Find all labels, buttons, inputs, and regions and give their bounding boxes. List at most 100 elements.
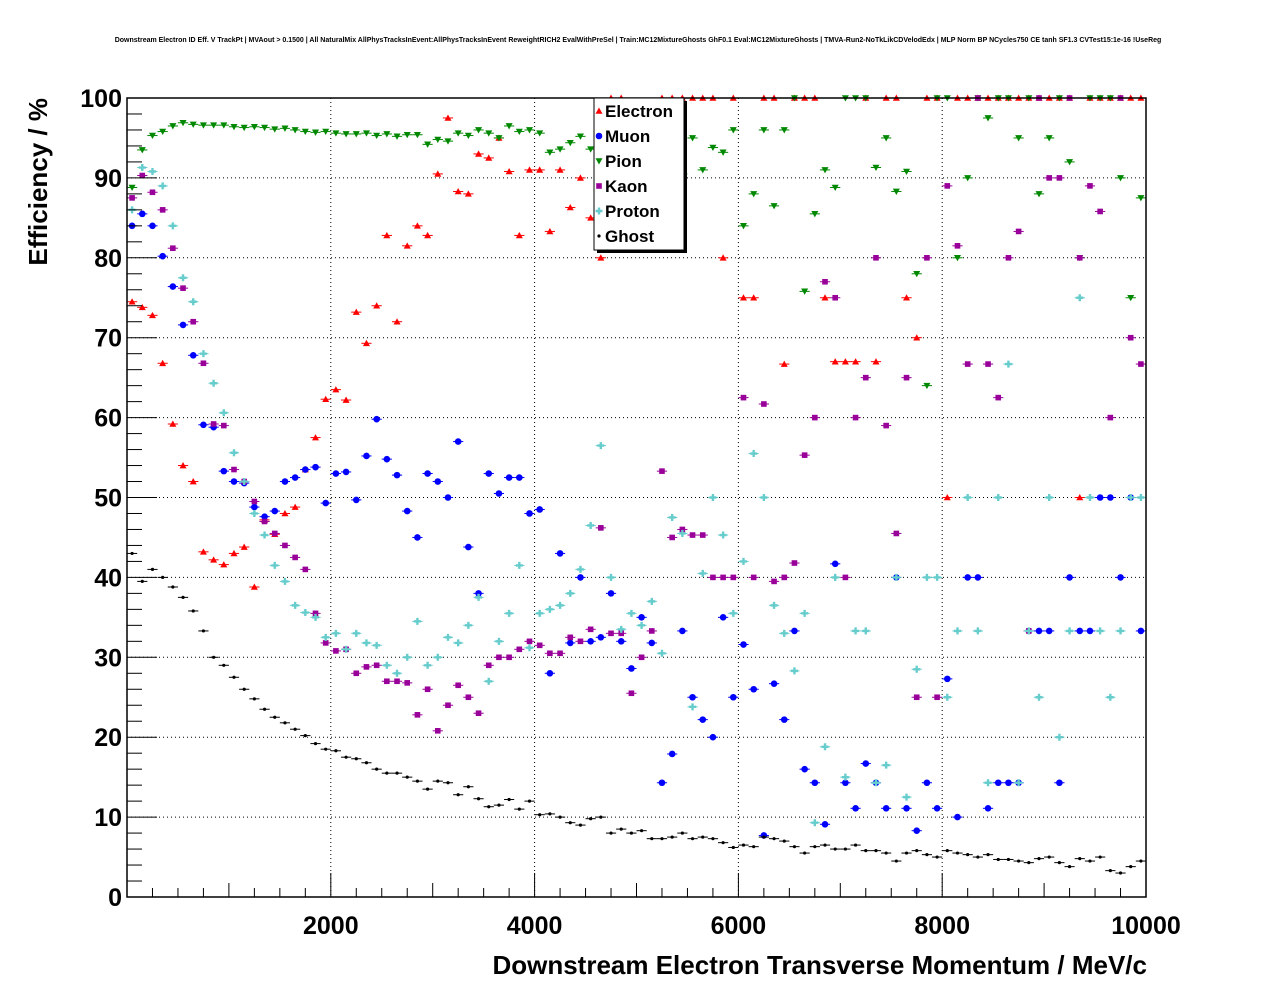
data-point	[240, 543, 248, 550]
data-point	[1015, 228, 1022, 235]
data-point	[587, 626, 594, 633]
data-point	[148, 168, 156, 176]
data-point	[189, 478, 197, 485]
data-point	[129, 195, 135, 201]
data-point	[403, 653, 411, 661]
data-point	[426, 787, 430, 791]
data-point	[953, 255, 961, 262]
data-point	[506, 654, 512, 661]
legend-label-proton: Proton	[605, 202, 660, 221]
data-point	[413, 617, 421, 625]
data-point	[648, 628, 655, 634]
data-point	[149, 189, 156, 196]
data-point	[995, 394, 1002, 401]
data-point	[770, 680, 778, 687]
y-tick-label: 40	[94, 564, 122, 592]
data-point	[230, 449, 238, 457]
data-point	[130, 551, 134, 556]
y-tick-label: 60	[94, 405, 122, 433]
data-point	[413, 131, 421, 139]
y-axis-label: Efficiency / %	[23, 98, 53, 266]
data-point	[261, 531, 269, 539]
data-point	[791, 627, 798, 635]
data-point	[507, 797, 511, 802]
data-point	[913, 334, 921, 341]
data-point	[1078, 857, 1082, 861]
data-point	[761, 401, 767, 407]
data-point	[454, 130, 462, 137]
data-point	[935, 855, 939, 859]
data-point	[526, 166, 534, 173]
data-point	[393, 133, 401, 140]
data-point	[393, 669, 401, 677]
data-point	[393, 471, 401, 479]
data-point	[394, 678, 400, 685]
data-point	[719, 254, 727, 261]
data-point	[1118, 871, 1123, 875]
data-point	[517, 807, 521, 811]
data-point	[312, 129, 320, 136]
data-point	[668, 750, 676, 758]
data-point	[1087, 183, 1093, 189]
data-point	[159, 207, 166, 213]
data-point	[994, 779, 1002, 787]
data-point	[302, 566, 309, 573]
y-tick-label: 10	[94, 804, 122, 832]
data-point	[1045, 135, 1053, 142]
data-point	[476, 797, 481, 801]
data-point	[415, 779, 420, 783]
legend-shadow-bottom	[597, 250, 687, 253]
data-point	[750, 574, 757, 581]
data-point	[1005, 255, 1012, 261]
data-point	[516, 474, 523, 481]
data-point	[934, 694, 940, 701]
data-point	[138, 164, 146, 172]
data-point	[200, 360, 207, 367]
data-point	[943, 693, 951, 701]
data-point	[526, 638, 533, 645]
data-point	[191, 609, 195, 613]
x-tick-label: 10000	[1111, 912, 1181, 940]
data-point	[487, 805, 491, 809]
data-point	[648, 597, 656, 605]
data-point	[352, 131, 360, 138]
data-point	[740, 641, 747, 648]
data-point	[650, 837, 654, 841]
data-point	[719, 531, 727, 539]
data-point	[1066, 627, 1074, 635]
data-point	[424, 141, 432, 148]
data-point	[976, 855, 980, 859]
data-point	[485, 130, 493, 137]
data-point	[842, 574, 849, 581]
data-point	[1004, 360, 1012, 368]
data-point	[322, 640, 329, 646]
data-point	[434, 478, 442, 485]
data-point	[281, 509, 289, 517]
data-point	[240, 478, 248, 486]
data-point	[342, 645, 350, 653]
data-point	[1035, 191, 1043, 198]
data-point	[607, 573, 615, 581]
data-point	[526, 644, 534, 652]
data-point	[739, 557, 747, 565]
data-point	[750, 685, 757, 693]
data-point	[923, 573, 931, 581]
data-point	[709, 144, 717, 152]
data-point	[1017, 859, 1021, 863]
data-point	[454, 639, 462, 647]
data-point	[464, 132, 472, 140]
data-point	[619, 827, 623, 831]
data-point	[363, 664, 370, 670]
data-point	[251, 503, 258, 511]
data-point	[903, 294, 911, 301]
data-point	[760, 494, 768, 501]
data-point	[984, 805, 992, 812]
data-point	[546, 669, 554, 677]
data-point	[801, 452, 808, 458]
data-point	[884, 851, 888, 855]
data-point	[293, 727, 297, 731]
data-point	[813, 845, 817, 849]
data-point	[222, 663, 226, 667]
data-point	[679, 526, 686, 533]
